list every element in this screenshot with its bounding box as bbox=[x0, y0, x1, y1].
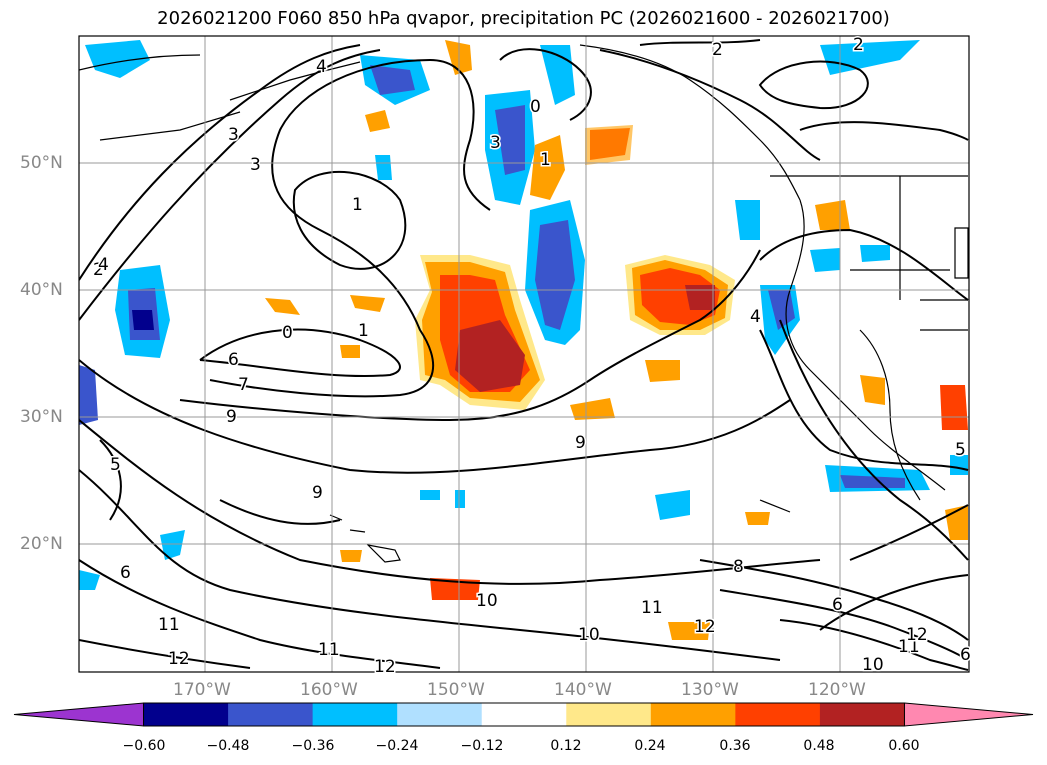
contour-label: 11 bbox=[641, 598, 663, 618]
lon-tick-label: 170°W bbox=[173, 680, 231, 700]
contour-label: 3 bbox=[250, 155, 261, 175]
lon-tick-label: 120°W bbox=[808, 680, 866, 700]
contour-label: 11 bbox=[158, 615, 180, 635]
contour-label: 8 bbox=[733, 557, 744, 577]
colorbar-label: 0.24 bbox=[634, 738, 666, 754]
contour-label: 12 bbox=[168, 649, 190, 669]
colorbar-extend-high bbox=[903, 702, 1034, 727]
contour-label: 5 bbox=[955, 440, 966, 460]
colorbar-segment bbox=[481, 703, 567, 726]
colorbar-label: 0.12 bbox=[550, 738, 582, 754]
contour-label: 6 bbox=[832, 595, 843, 615]
lon-tick-label: 150°W bbox=[427, 680, 485, 700]
contour-label: 12 bbox=[906, 625, 928, 645]
contour-label: 10 bbox=[578, 625, 600, 645]
colorbar-segment bbox=[650, 703, 736, 726]
colorbar-label: 0.48 bbox=[803, 738, 835, 754]
colorbar-label: −0.48 bbox=[206, 738, 250, 754]
gridlines bbox=[79, 36, 969, 672]
lat-tick-label: 30°N bbox=[20, 407, 63, 427]
contour-label: 6 bbox=[120, 563, 131, 583]
colorbar-segment bbox=[143, 703, 229, 726]
lon-tick-label: 130°W bbox=[681, 680, 739, 700]
colorbar-segment bbox=[397, 703, 483, 726]
contour-label: 0 bbox=[282, 323, 293, 343]
colorbar bbox=[13, 702, 1034, 727]
colorbar-segment bbox=[228, 703, 314, 726]
contour-label: 1 bbox=[540, 150, 551, 170]
lon-tick-label: 160°W bbox=[300, 680, 358, 700]
colorbar-label: −0.60 bbox=[122, 738, 166, 754]
contour-label: 11 bbox=[318, 640, 340, 660]
contour-label: 4 bbox=[98, 255, 109, 275]
contour-label: 12 bbox=[694, 617, 716, 637]
contour-label: 5 bbox=[110, 455, 121, 475]
contour-label: 6 bbox=[960, 645, 971, 665]
contour-label: 4 bbox=[316, 57, 327, 77]
map-title: 2026021200 F060 850 hPa qvapor, precipit… bbox=[157, 8, 890, 29]
contour-label: 1 bbox=[352, 195, 363, 215]
colorbar-segment bbox=[566, 703, 652, 726]
contour-label: 4 bbox=[750, 307, 761, 327]
colorbar-label: 0.36 bbox=[719, 738, 751, 754]
colorbar-segment bbox=[735, 703, 821, 726]
contour-label: 10 bbox=[862, 655, 884, 675]
lat-tick-label: 50°N bbox=[20, 153, 63, 173]
colorbar-frame bbox=[143, 702, 905, 727]
colorbar-label: −0.12 bbox=[460, 738, 504, 754]
qvapor-contours bbox=[79, 39, 969, 671]
contour-label: 9 bbox=[575, 433, 586, 453]
contour-label: 2 bbox=[712, 40, 723, 60]
contour-label: 0 bbox=[530, 97, 541, 117]
precip-shading bbox=[79, 40, 968, 640]
lat-tick-label: 40°N bbox=[20, 280, 63, 300]
lat-tick-label: 20°N bbox=[20, 534, 63, 554]
colorbar-segment bbox=[819, 703, 905, 726]
contour-label: 3 bbox=[490, 133, 501, 153]
colorbar-label: −0.24 bbox=[375, 738, 419, 754]
contour-label: 7 bbox=[238, 375, 249, 395]
colorbar-label: −0.36 bbox=[291, 738, 335, 754]
contour-label: 2 bbox=[93, 260, 104, 280]
contour-label: 3 bbox=[228, 125, 239, 145]
colorbar-extend-low bbox=[13, 702, 145, 727]
contour-label: 12 bbox=[374, 657, 396, 677]
contour-label: 9 bbox=[226, 407, 237, 427]
lon-tick-label: 140°W bbox=[554, 680, 612, 700]
contour-label: 10 bbox=[476, 591, 498, 611]
coastlines bbox=[79, 44, 969, 563]
contour-label: 9 bbox=[312, 483, 323, 503]
contour-label: 1 bbox=[358, 321, 369, 341]
colorbar-segment bbox=[312, 703, 398, 726]
contour-label: 2 bbox=[853, 35, 864, 55]
contour-label: 6 bbox=[228, 350, 239, 370]
contour-label: 11 bbox=[898, 637, 920, 657]
plot-frame bbox=[78, 35, 970, 673]
colorbar-label: 0.60 bbox=[888, 738, 920, 754]
